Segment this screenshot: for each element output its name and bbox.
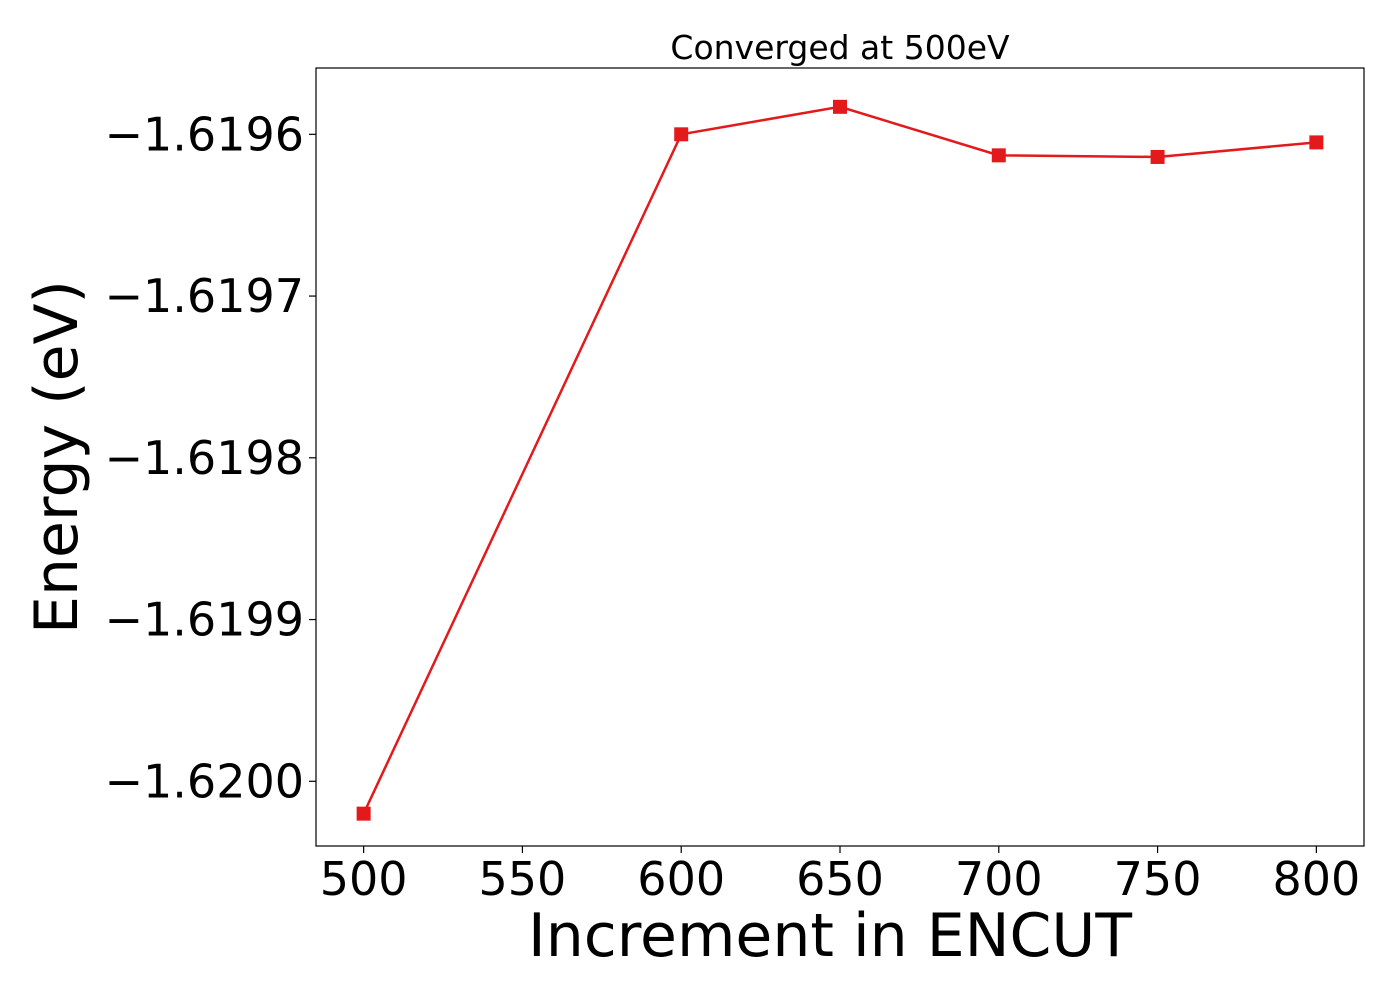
x-tick-label: 750 [1114, 852, 1202, 906]
chart-title: Converged at 500eV [670, 28, 1010, 67]
y-tick-label: −1.6199 [105, 593, 305, 647]
x-tick-label: 500 [320, 852, 408, 906]
plot-area [356, 99, 1324, 821]
data-point-marker [674, 127, 689, 142]
y-tick-label: −1.6198 [105, 431, 305, 485]
y-tick-label: −1.6200 [105, 754, 305, 808]
x-tick-label: 650 [796, 852, 884, 906]
y-tick-label: −1.6196 [105, 107, 305, 161]
series-line [362, 105, 1317, 815]
y-axis: −1.6196 −1.6197 −1.6198 −1.6199 −1.6200 [105, 107, 316, 808]
x-tick-label: 800 [1272, 852, 1360, 906]
y-axis-label: Energy (eV) [22, 280, 92, 634]
y-tick-label: −1.6197 [105, 269, 305, 323]
data-point-marker [1150, 149, 1165, 164]
data-point-marker [356, 806, 371, 821]
x-tick-label: 700 [955, 852, 1043, 906]
x-tick-label: 550 [479, 852, 567, 906]
data-point-marker [991, 148, 1006, 163]
x-axis: 500 550 600 650 700 750 800 [320, 846, 1360, 906]
data-point-marker [833, 99, 847, 114]
data-point-marker [1309, 135, 1324, 150]
x-axis-label: Increment in ENCUT [528, 901, 1132, 971]
x-tick-label: 600 [637, 852, 725, 906]
